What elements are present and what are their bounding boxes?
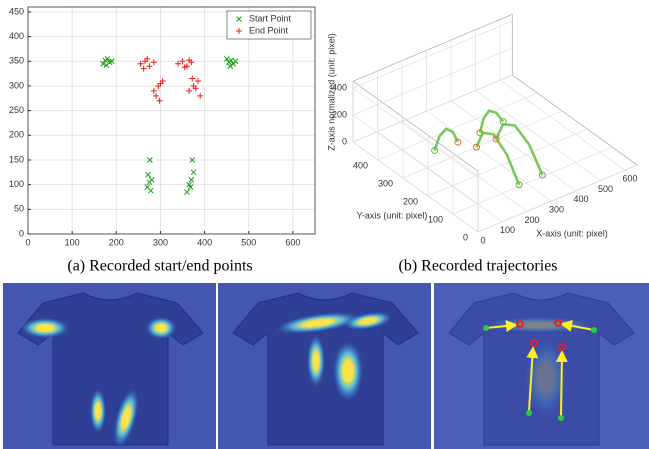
x-tick-label: 300	[549, 204, 564, 214]
y-tick-label: 200	[9, 130, 24, 140]
grid-line	[378, 132, 503, 222]
x-tick-label: 500	[598, 184, 613, 194]
x-tick-label: 200	[524, 215, 539, 225]
x-tick-label: 300	[153, 237, 168, 247]
y-tick-label: 300	[9, 80, 24, 90]
axis-box	[353, 81, 478, 171]
x-tick-label: 600	[622, 174, 637, 184]
z-tick-label: 0	[342, 136, 347, 146]
grid-line	[353, 115, 478, 205]
caption-a: (a) Recorded start/end points	[67, 258, 252, 275]
heatmap-end	[218, 283, 431, 449]
y-tick-label: 150	[9, 154, 24, 164]
y-tick-label: 400	[353, 160, 368, 170]
caption-b: (b) Recorded trajectories	[398, 258, 557, 275]
figure-canvas: 0 100 200 300 400 500 600 0 50 100 150 200 250 300 350…	[0, 0, 649, 449]
axis-box	[353, 14, 512, 81]
figure: 0 100 200 300 400 500 600 0 50 100 150 200 250 300 350…	[0, 0, 649, 449]
y-axis-label: Y-axis (unit: pixel)	[357, 210, 428, 220]
x-tick-label: 500	[241, 237, 256, 247]
heatmap-start	[3, 283, 216, 449]
x-axis-label: X-axis (unit: pixel)	[536, 228, 608, 238]
grid-line	[353, 88, 478, 178]
x-tick-label: 100	[65, 237, 80, 247]
grid-line	[451, 101, 576, 191]
grid-line	[353, 21, 512, 88]
y-tick-label: 300	[378, 178, 393, 188]
x-tick-label: 100	[500, 225, 515, 235]
trajectory	[477, 133, 520, 185]
legend-label: End Point	[249, 25, 289, 35]
y-tick-label: 250	[9, 105, 24, 115]
y-tick-label: 200	[403, 196, 418, 206]
grid-line	[500, 80, 625, 170]
y-tick-label: 450	[9, 6, 24, 16]
x-tick-label: 200	[109, 237, 124, 247]
y-tick-label: 400	[9, 31, 24, 41]
z-axis-label: Z-axis normalized (unit: pixel)	[326, 33, 336, 151]
y-tick-label: 0	[19, 228, 24, 238]
x-tick-label: 400	[197, 237, 212, 247]
y-tick-label: 100	[428, 214, 443, 224]
grid-line	[478, 165, 637, 232]
y-tick-label: 350	[9, 56, 24, 66]
x-tick-label: 600	[285, 237, 300, 247]
x-tick-label: 400	[573, 194, 588, 204]
x-tick-label: 0	[480, 235, 485, 245]
heatmap-arrows	[434, 283, 649, 449]
grid-line	[427, 111, 552, 201]
grid-line	[402, 121, 527, 211]
legend-label: Start Point	[249, 13, 292, 23]
y-tick-label: 100	[9, 179, 24, 189]
y-tick-label: 0	[463, 232, 468, 242]
y-tick-label: 50	[14, 204, 24, 214]
x-tick-label: 0	[25, 237, 30, 247]
plot-area	[28, 7, 315, 234]
